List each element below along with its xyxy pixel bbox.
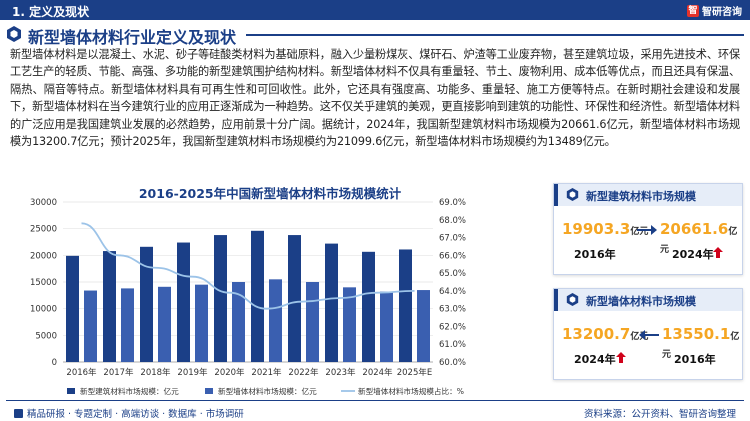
card-header: 新型墙体材料市场规模 [554, 289, 742, 311]
wall-material-bar [195, 284, 208, 362]
building-material-bar [103, 251, 116, 362]
building-material-bar [288, 235, 301, 362]
legend-label: 新型墙体材料市场规模：亿元 [218, 386, 317, 396]
page-title: 新型墙体材料行业定义及现状 [28, 28, 237, 47]
up-arrow-icon [616, 352, 626, 363]
brand: 智 智研咨询 [687, 3, 742, 18]
arrow-left-icon [639, 330, 659, 340]
x-tick-label: 2022年 [288, 367, 319, 378]
building-material-bar [399, 249, 412, 362]
y-left-tick-label: 20000 [30, 251, 57, 261]
x-tick-label: 2021年 [251, 367, 282, 378]
arrow-right-icon [637, 225, 657, 235]
section-title: 1. 定义及现状 [12, 5, 90, 19]
wall-material-bar [269, 279, 282, 362]
x-tick-label: 2016年 [66, 367, 97, 378]
card-right-value: 13550.1亿元 [662, 325, 740, 360]
card-right-year: 2024年 [672, 248, 714, 261]
building-material-card: 新型建筑材料市场规模 19903.3亿元 20661.6亿元 2016年 202… [553, 183, 743, 275]
legend-label: 新型建筑材料市场规模：亿元 [80, 386, 179, 396]
building-material-bar [214, 235, 227, 362]
y-left-tick-label: 10000 [30, 305, 57, 315]
x-tick-label: 2024年 [362, 367, 393, 378]
brand-name: 智研咨询 [702, 7, 742, 18]
wall-material-bar [343, 287, 356, 362]
x-tick-label: 2025年E [397, 367, 433, 378]
x-tick-label: 2018年 [140, 367, 171, 378]
building-material-bar [177, 242, 190, 362]
wall-material-bar [84, 290, 97, 362]
y-left-tick-label: 30000 [30, 198, 57, 208]
y-right-tick-label: 60.0% [439, 358, 466, 368]
chart-title: 2016-2025年中国新型墙体材料市场规模统计 [138, 186, 402, 201]
y-right-tick-label: 63.0% [439, 305, 466, 315]
y-left-tick-label: 25000 [30, 225, 57, 235]
hexagon-icon [7, 26, 21, 42]
card-right-value: 20661.6亿元 [660, 220, 738, 255]
x-tick-label: 2017年 [103, 367, 134, 378]
brand-logo-icon: 智 [687, 4, 699, 17]
x-tick-label: 2019年 [177, 367, 208, 378]
building-material-bar [140, 246, 153, 362]
legend-swatch [205, 388, 213, 394]
up-arrow-icon [713, 247, 723, 258]
market-size-chart: 0 5000 10000 15000 20000 25000 30000 60.0% 61.0%… [30, 198, 466, 396]
footer-divider [6, 400, 744, 401]
building-material-bar [66, 255, 79, 362]
card-header: 新型建筑材料市场规模 [554, 184, 742, 206]
y-right-tick-label: 66.0% [439, 251, 466, 261]
building-material-bar [362, 251, 375, 362]
hexagon-icon [566, 188, 579, 201]
building-material-bar [251, 230, 264, 362]
description-paragraph: 新型墙体材料是以混凝土、水泥、砂子等硅酸类材料为基础原料，融入少量粉煤灰、煤矸石… [10, 48, 740, 149]
legend-swatch [67, 388, 75, 394]
grid-icon [14, 408, 23, 418]
wall-material-bar [380, 291, 393, 362]
y-right-tick-label: 65.0% [439, 269, 466, 279]
wall-material-bar [306, 282, 319, 362]
card-left-year: 2024年 [574, 353, 616, 366]
card-title: 新型建筑材料市场规模 [586, 190, 696, 203]
share-line [81, 222, 415, 310]
y-right-tick-label: 69.0% [439, 198, 466, 208]
footer-services-text: 精品研报 · 专题定制 · 高端访谈 · 数据库 · 市场调研 [27, 409, 244, 420]
y-left-tick-label: 15000 [30, 278, 57, 288]
wall-material-bar [417, 290, 430, 362]
title-divider [246, 34, 744, 36]
x-tick-label: 2023年 [325, 367, 356, 378]
card-title: 新型墙体材料市场规模 [586, 295, 696, 308]
y-right-tick-label: 67.0% [439, 234, 466, 244]
footer-services: 精品研报 · 专题定制 · 高端访谈 · 数据库 · 市场调研 [14, 406, 244, 420]
building-material-bar [325, 243, 338, 362]
y-right-tick-label: 61.0% [439, 340, 466, 350]
card-left-year: 2016年 [574, 248, 616, 261]
y-right-tick-label: 62.0% [439, 322, 466, 332]
wall-material-card: 新型墙体材料市场规模 13200.7亿元 13550.1亿元 2024年 201… [553, 288, 743, 380]
y-left-tick-label: 0 [52, 358, 57, 368]
y-right-tick-label: 64.0% [439, 287, 466, 297]
y-right-tick-label: 68.0% [439, 216, 466, 226]
y-left-tick-label: 5000 [35, 331, 57, 341]
wall-material-bar [232, 282, 245, 362]
card-right-year: 2016年 [674, 353, 716, 366]
wall-material-bar [121, 288, 134, 362]
hexagon-icon [566, 293, 579, 306]
card-left-value: 13200.7亿元 [562, 325, 649, 343]
card-left-value: 19903.3亿元 [562, 220, 649, 238]
top-bar: 1. 定义及现状 智 智研咨询 [0, 0, 750, 20]
x-tick-label: 2020年 [214, 367, 245, 378]
data-source: 资料来源：公开资料、智研咨询整理 [583, 409, 736, 420]
wall-material-bar [158, 286, 171, 362]
title-row: 新型墙体材料行业定义及现状 [6, 23, 744, 47]
legend-label: 新型墙体材料市场规模占比：% [358, 386, 464, 396]
